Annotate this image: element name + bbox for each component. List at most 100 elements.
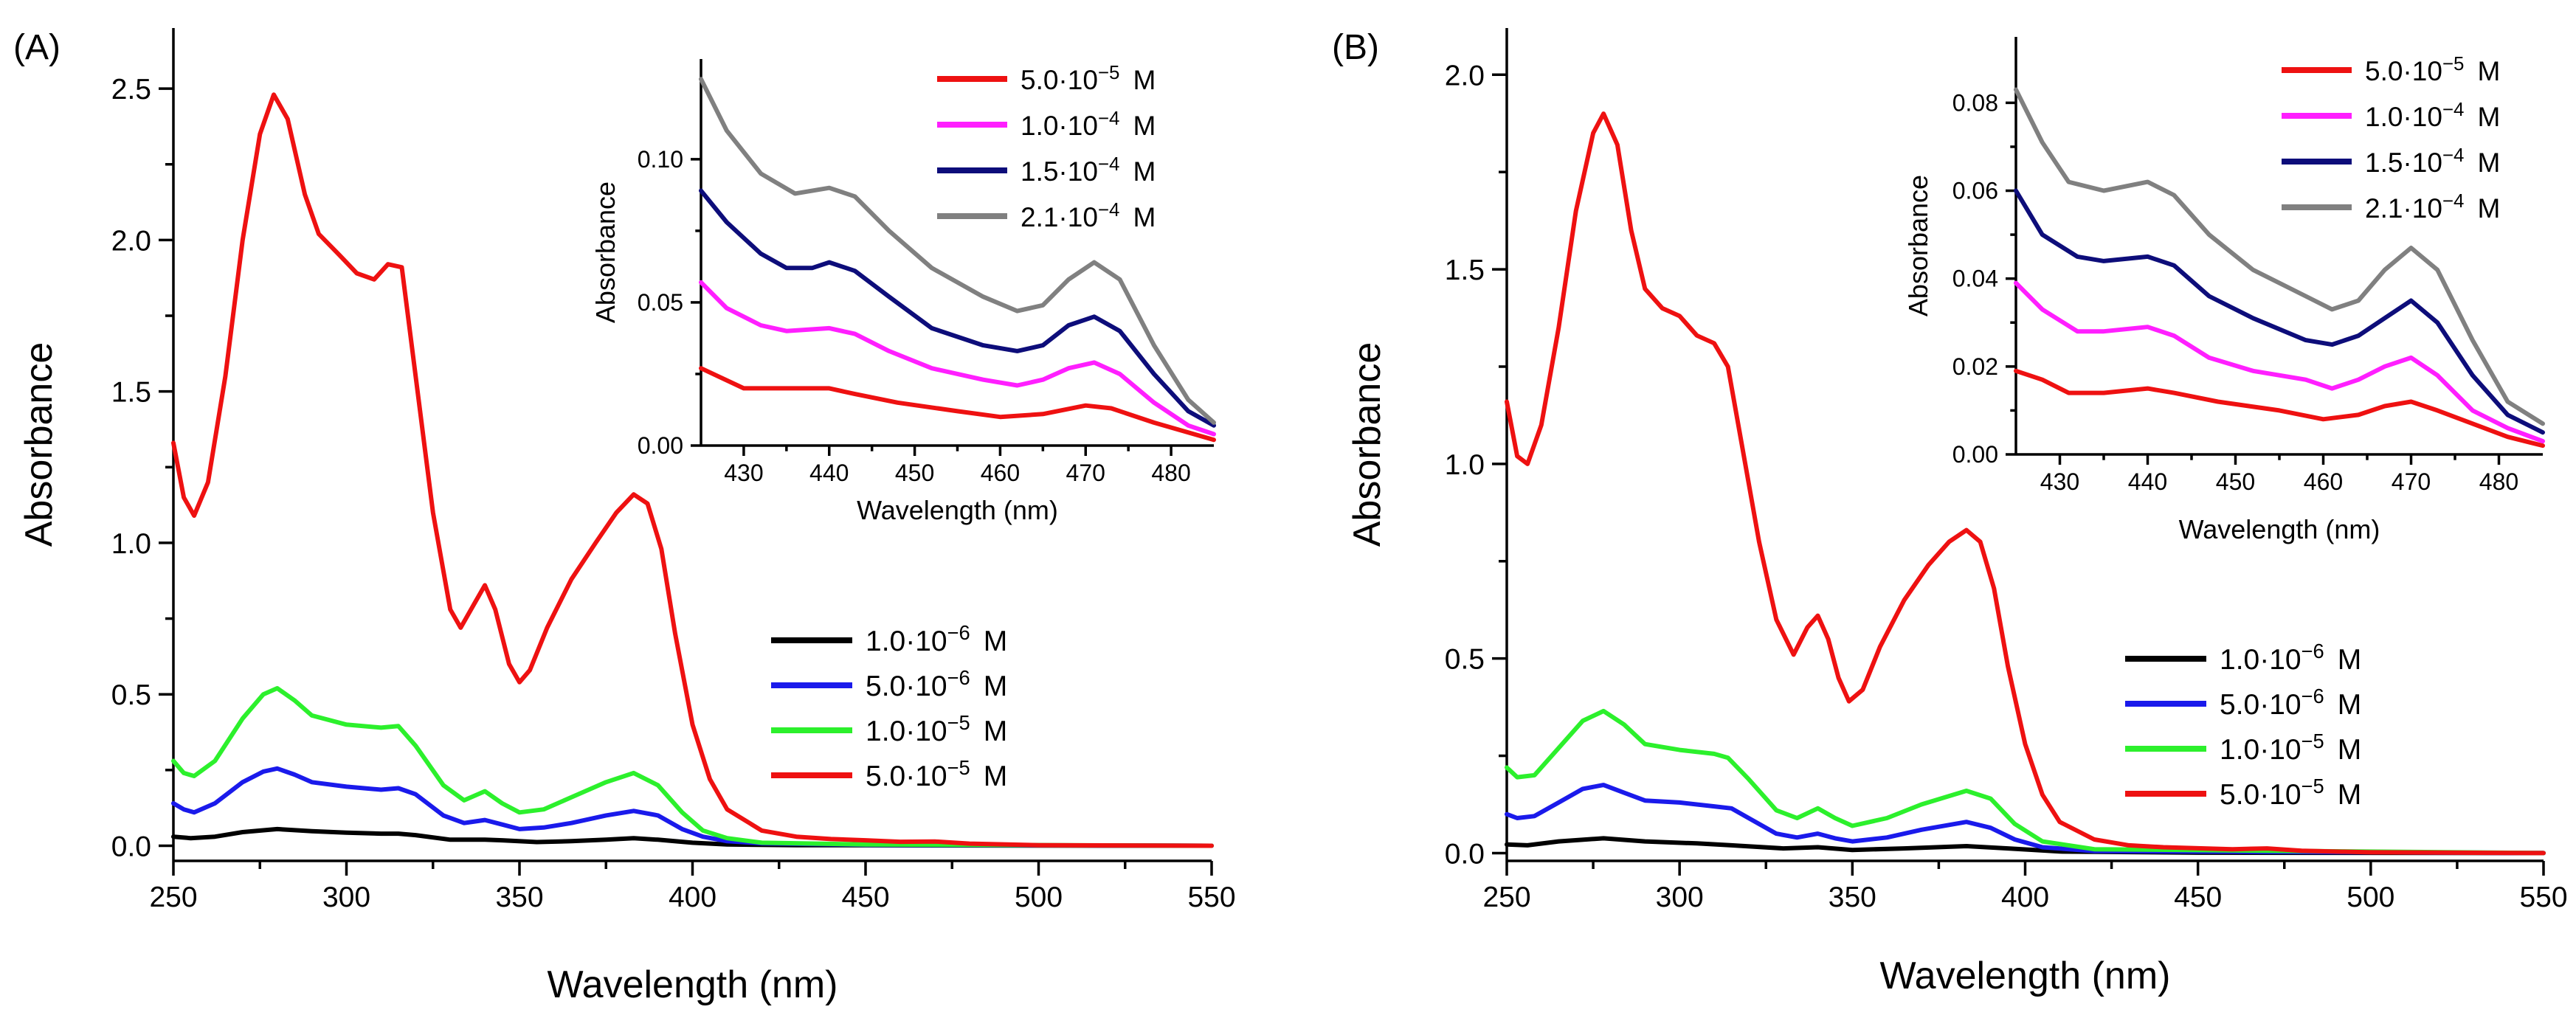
inset-a-x-tick-label: 470 (1066, 460, 1105, 486)
panel-b-legend-label: 5.0·10−6 M (2220, 685, 2361, 721)
panel-a-legend-label: 5.0·10−6 M (866, 666, 1007, 703)
inset-b-series-line (2014, 188, 2545, 435)
panel-a-series-line (171, 826, 1214, 848)
inset-a-legend-label: 1.5·10−4 M (1021, 154, 1156, 187)
panel-b-legend-label: 1.0·10−6 M (2220, 640, 2361, 676)
legend-label-exponent: −4 (1098, 154, 1120, 175)
inset-b-y-tick-label: 0.08 (1952, 89, 1998, 116)
legend-label-unit: M (2477, 148, 2500, 178)
inset-a-y-axis-title: Absorbance (590, 181, 621, 323)
panel-a-x-tick-label: 250 (149, 882, 197, 913)
inset-a-series-line (699, 280, 1216, 437)
inset-a-legend-label: 1.0·10−4 M (1021, 108, 1156, 141)
legend-label-unit: M (2338, 689, 2362, 721)
legend-label-unit: M (1133, 111, 1156, 141)
inset-b-x-tick-label: 470 (2392, 468, 2431, 495)
inset-chart-a: 430 440 450 460 470 480 0.00 0.05 0.10 Wavelength… (590, 59, 1216, 525)
inset-b-y-tick-label: 0.06 (1952, 178, 1998, 204)
inset-b-x-tick-label: 480 (2479, 468, 2518, 495)
chart-panel-a: (A) 250 300 350 400 450 500 550 0.0 0.5 1.0 1.5 2.0 2… (13, 28, 1236, 1006)
legend-label-exponent: −5 (1098, 63, 1120, 83)
panel-a-series-line (171, 686, 1214, 848)
panel-a-legend-label: 1.0·10−5 M (866, 711, 1007, 748)
panel-b-x-tick-label: 400 (2001, 882, 2049, 913)
inset-b-legend-label: 1.0·10−4 M (2365, 100, 2500, 132)
inset-a-y-tick-label: 0.05 (638, 289, 683, 316)
legend-label-unit: M (984, 716, 1008, 747)
panel-b-x-tick-label: 250 (1482, 882, 1530, 913)
inset-a-x-tick-label: 430 (724, 460, 763, 486)
panel-b-y-tick-label: 1.0 (1445, 449, 1485, 481)
legend-label-unit: M (2477, 193, 2500, 224)
panel-b-y-tick-label: 0.5 (1445, 644, 1485, 676)
legend-label-exponent: −4 (2442, 100, 2465, 120)
inset-b-legend-label: 2.1·10−4 M (2365, 191, 2500, 224)
panel-a-x-axis-title: Wavelength (nm) (548, 963, 838, 1006)
panel-a-y-axis-title: Absorbance (18, 342, 61, 547)
legend-label-base: 2.1·10 (1021, 202, 1098, 232)
inset-a-x-tick-label: 440 (809, 460, 849, 486)
panel-label-b: (B) (1332, 28, 1379, 67)
legend-label-exponent: −6 (947, 666, 970, 689)
legend-label-base: 1.0·10 (1021, 111, 1098, 141)
panel-a-x-tick-label: 350 (495, 882, 543, 913)
legend-label-unit: M (984, 671, 1008, 702)
panel-b-y-tick-label: 1.5 (1445, 254, 1485, 286)
inset-b-y-tick-label: 0.04 (1952, 266, 1998, 292)
panel-b-legend-label: 1.0·10−5 M (2220, 730, 2361, 766)
panel-a-y-tick-label: 1.5 (111, 377, 151, 409)
legend-label-unit: M (1133, 65, 1156, 95)
legend-label-base: 5.0·10 (2220, 689, 2302, 721)
inset-b-y-tick-label: 0.00 (1952, 441, 1998, 468)
panel-label-a: (A) (13, 28, 61, 67)
legend-label-base: 5.0·10 (866, 761, 947, 792)
legend-label-exponent: −4 (1098, 108, 1120, 129)
legend-label-unit: M (2338, 644, 2362, 676)
inset-b-series-line (2014, 87, 2545, 426)
panel-a-series-line (171, 92, 1214, 848)
panel-b-x-tick-label: 550 (2519, 882, 2567, 913)
legend-label-unit: M (1133, 202, 1156, 232)
legend-label-exponent: −5 (947, 756, 970, 779)
legend-label-base: 1.0·10 (866, 626, 947, 657)
legend-label-base: 1.0·10 (866, 716, 947, 747)
legend-label-base: 1.0·10 (2220, 734, 2302, 766)
inset-chart-b: 430 440 450 460 470 480 0.00 0.02 0.04 0.06 0.08 Wa… (1903, 37, 2545, 544)
panel-b-series-line (1505, 708, 2546, 856)
legend-label-base: 5.0·10 (2220, 779, 2302, 811)
panel-a-y-tick-label: 2.5 (111, 74, 151, 105)
inset-b-legend-label: 5.0·10−5 M (2365, 54, 2500, 86)
inset-b-y-tick-label: 0.02 (1952, 353, 1998, 380)
panel-b-x-tick-label: 350 (1829, 882, 1876, 913)
legend-label-base: 1.5·10 (1021, 156, 1098, 187)
inset-b-x-tick-label: 450 (2216, 468, 2255, 495)
panel-a-x-tick-label: 550 (1187, 882, 1235, 913)
panel-b-y-tick-label: 0.0 (1445, 838, 1485, 870)
inset-a-legend-label: 5.0·10−5 M (1021, 63, 1156, 95)
legend-label-unit: M (2477, 102, 2500, 132)
inset-a-series-line (699, 188, 1216, 428)
legend-label-exponent: −4 (2442, 191, 2465, 212)
panel-a-legend-label: 5.0·10−5 M (866, 756, 1007, 793)
legend-label-base: 5.0·10 (1021, 65, 1098, 95)
inset-a-x-axis-title: Wavelength (nm) (857, 495, 1058, 525)
inset-b-series-line (2014, 280, 2545, 444)
panel-a-y-tick-label: 0.0 (111, 831, 151, 862)
inset-a-series-line (699, 366, 1216, 443)
legend-label-unit: M (984, 626, 1008, 657)
panel-b-y-axis-title: Absorbance (1346, 342, 1389, 547)
panel-b-series-line (1505, 836, 2546, 856)
panel-b-y-tick-label: 2.0 (1445, 60, 1485, 91)
inset-b-x-tick-label: 440 (2128, 468, 2167, 495)
panel-b-x-tick-label: 450 (2174, 882, 2222, 913)
panel-b-legend-label: 5.0·10−5 M (2220, 775, 2361, 811)
legend-label-unit: M (2338, 779, 2362, 811)
panel-a-x-tick-label: 400 (669, 882, 716, 913)
legend-label-base: 1.5·10 (2365, 148, 2442, 178)
legend-label-base: 5.0·10 (2365, 56, 2442, 86)
panel-a-y-tick-label: 0.5 (111, 679, 151, 711)
panel-b-x-tick-label: 300 (1656, 882, 1704, 913)
legend-label-exponent: −6 (2302, 685, 2324, 707)
legend-label-exponent: −5 (2442, 54, 2465, 75)
panel-b-x-axis-title: Wavelength (nm) (1880, 955, 2171, 997)
